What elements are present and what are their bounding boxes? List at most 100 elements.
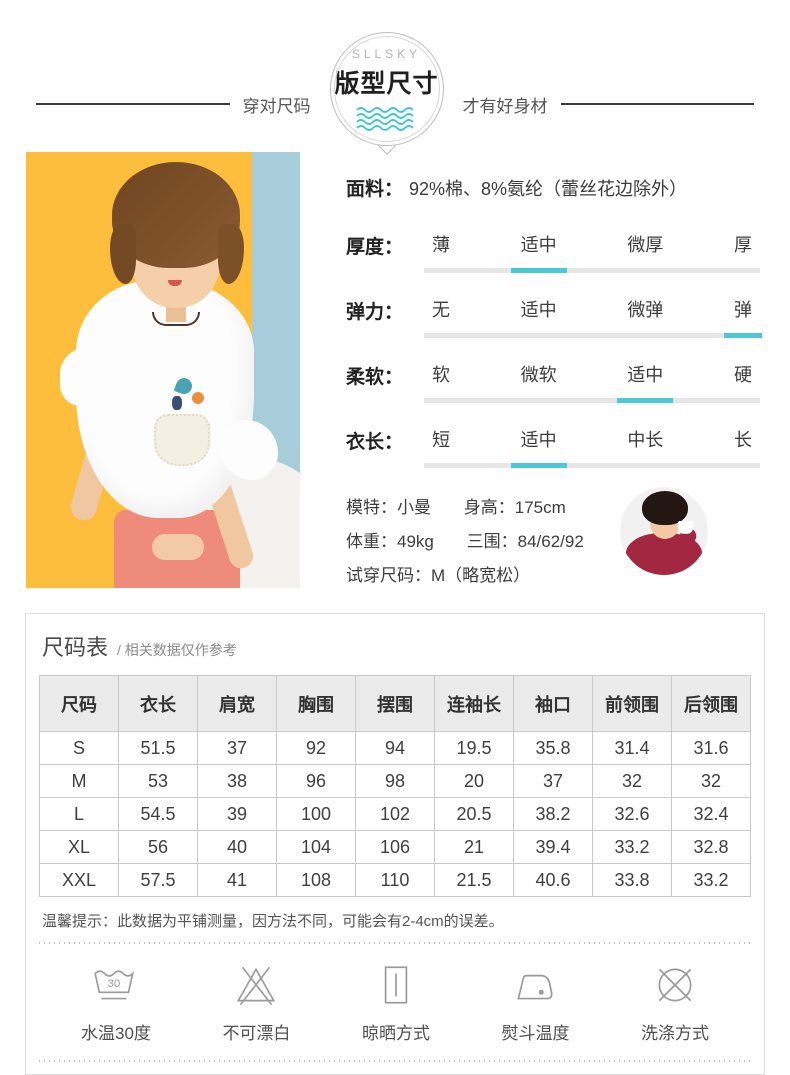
- size-table-cell: 56: [118, 830, 198, 864]
- size-chart-subtitle: / 相关数据仅作参考: [117, 642, 237, 658]
- size-table-cell: 41: [197, 863, 277, 897]
- attribute-option: 微软: [520, 365, 557, 385]
- size-table-cell: 21.5: [434, 863, 514, 897]
- necklace-shape: [152, 312, 200, 326]
- size-table-cell: 92: [276, 731, 356, 765]
- care-label: 洗涤方式: [640, 1024, 709, 1043]
- size-table-cell: 94: [355, 731, 435, 765]
- model-height-value: 175cm: [514, 498, 566, 517]
- model-photo-large: [26, 152, 300, 588]
- badge-title: 版型尺寸: [334, 70, 439, 98]
- size-table-cell: 51.5: [118, 731, 198, 765]
- care-item: 晾晒方式: [362, 962, 430, 1044]
- spec-column: 面料： 92%棉、8%氨纶（蕾丝花边除外） 厚度：薄适中 微厚厚弹力：无适中 微弹弹柔…: [346, 152, 762, 593]
- size-table-cell: 38: [197, 764, 277, 798]
- tagline-left: 穿对尺码: [242, 96, 311, 116]
- size-table-cell: 19.5: [434, 731, 514, 765]
- attribute-label: 弹力：: [346, 302, 404, 323]
- size-table-header-row: 尺码 衣长 肩宽 胸围 摆围 连袖长 袖口 前领围 后领围: [39, 675, 751, 732]
- care-item: 30 水温30度: [81, 962, 151, 1044]
- size-table-cell: 96: [276, 764, 356, 798]
- care-item: 熨斗温度: [501, 962, 569, 1044]
- model-info-line2: 体重：49kg 三围：84/62/92: [346, 525, 610, 559]
- size-table-header-cell: 连袖长: [434, 675, 514, 732]
- model-name-value: 小曼: [397, 498, 431, 517]
- size-table-cell: 39: [197, 797, 277, 831]
- size-table: 尺码 衣长 肩宽 胸围 摆围 连袖长 袖口 前领围 后领围 S 51.5 37 92 94 19.5 35.…: [39, 675, 751, 897]
- brand-badge: SLLSKY 版型尺寸: [329, 32, 444, 155]
- size-table-cell: 57.5: [118, 863, 198, 897]
- attribute-row: 柔软： 软 微软 适中 硬: [346, 361, 760, 403]
- size-table-header-cell: 摆围: [355, 675, 435, 732]
- size-table-cell: 100: [276, 797, 356, 831]
- attribute-option: 适中: [520, 300, 557, 320]
- attribute-option: 厚: [733, 235, 752, 255]
- size-chart-title: 尺码表: [42, 635, 109, 660]
- size-chart-header: 尺码表 / 相关数据仅作参考: [39, 628, 751, 675]
- attribute-option: 中长: [627, 430, 664, 450]
- model-info-line1: 模特：小曼 身高：175cm: [346, 491, 610, 525]
- size-table-cell: 108: [276, 863, 356, 897]
- size-table-header-cell: 后领围: [671, 675, 751, 732]
- care-label: 熨斗温度: [501, 1024, 570, 1043]
- attribute-option: 软: [432, 365, 450, 385]
- attribute-option: 适中: [627, 365, 664, 385]
- no-bleach-icon: [237, 966, 276, 1006]
- model-fit-value: M（略宽松）: [431, 566, 531, 585]
- size-table-cell: 31.6: [671, 731, 751, 765]
- size-table-cell: 32.6: [592, 797, 672, 831]
- model-name-label: 模特：: [346, 498, 397, 517]
- attribute-track: [424, 268, 760, 273]
- size-table-cell: 110: [355, 863, 435, 897]
- model-measurements-value: 84/62/92: [517, 532, 584, 551]
- size-table-cell: 98: [355, 764, 435, 798]
- care-label: 晾晒方式: [361, 1024, 430, 1043]
- attribute-selected-bar: [617, 398, 673, 403]
- size-table-header-cell: 前领围: [592, 675, 672, 732]
- size-table-cell: 54.5: [118, 797, 198, 831]
- fabric-row: 面料： 92%棉、8%氨纶（蕾丝花边除外）: [346, 174, 760, 201]
- dotted-divider: [39, 942, 751, 944]
- attribute-option: 弹: [733, 300, 752, 320]
- waves-icon: [355, 107, 414, 131]
- size-table-cell: XL: [39, 830, 119, 864]
- fabric-value: 92%棉、8%氨纶（蕾丝花边除外）: [409, 179, 688, 199]
- attribute-option: 微厚: [627, 235, 664, 255]
- size-table-header-cell: 袖口: [513, 675, 593, 732]
- size-table-cell: 20.5: [434, 797, 514, 831]
- size-table-cell: 37: [513, 764, 593, 798]
- lace-pocket-shape: [154, 414, 210, 466]
- drying-icon: [384, 966, 408, 1004]
- size-chart-section: 尺码表 / 相关数据仅作参考 尺码 衣长 肩宽 胸围 摆围 连袖长 袖口 前领围 后领围 S 51…: [25, 613, 765, 1075]
- size-table-cell: 35.8: [513, 731, 593, 765]
- header-line-left: [36, 103, 230, 105]
- size-table-cell: 33.8: [592, 863, 672, 897]
- attribute-label: 厚度：: [346, 237, 404, 258]
- washing-icon: [658, 968, 692, 1002]
- size-table-row: M 53 38 96 98 20 37 32 32: [39, 764, 751, 798]
- attribute-option: 无: [432, 300, 450, 320]
- size-table-row: XXL 57.5 41 108 110 21.5 40.6 33.8 33.2: [39, 863, 751, 897]
- size-table-cell: 32.8: [671, 830, 751, 864]
- size-chart-tip: 温馨提示：此数据为平铺测量，因方法不同，可能会有2-4cm的误差。: [42, 913, 504, 930]
- size-table-header-cell: 衣长: [118, 675, 198, 732]
- header-line-right: [560, 103, 754, 105]
- cup-shape: [678, 521, 693, 533]
- size-table-row: XL 56 40 104 106 21 39.4 33.2 32.8: [39, 830, 751, 864]
- care-item: 洗涤方式: [641, 962, 709, 1044]
- size-table-header-cell: 胸围: [276, 675, 356, 732]
- attribute-track: [424, 398, 760, 403]
- attribute-label: 柔软：: [346, 367, 404, 388]
- size-table-cell: 38.2: [513, 797, 593, 831]
- model-info: 模特：小曼 身高：175cm 体重：49kg 三围：84/62/92 试穿尺码：…: [346, 487, 760, 593]
- attribute-row: 衣长： 短 适中 中长 长: [346, 426, 760, 468]
- model-measurements-label: 三围：: [466, 532, 518, 551]
- attribute-option: 薄: [432, 235, 450, 255]
- wash-30-icon: 30: [94, 970, 135, 1000]
- attribute-rows: 厚度：薄适中 微厚厚弹力：无适中 微弹弹柔软：软微软 适中硬衣长：短适中 中长长: [346, 231, 762, 468]
- size-table-cell: 40.6: [513, 863, 593, 897]
- size-table-cell: 102: [355, 797, 435, 831]
- size-table-cell: 21: [434, 830, 514, 864]
- attribute-row: 弹力： 无 适中 微弹 弹: [346, 296, 762, 338]
- attribute-track: [424, 463, 760, 468]
